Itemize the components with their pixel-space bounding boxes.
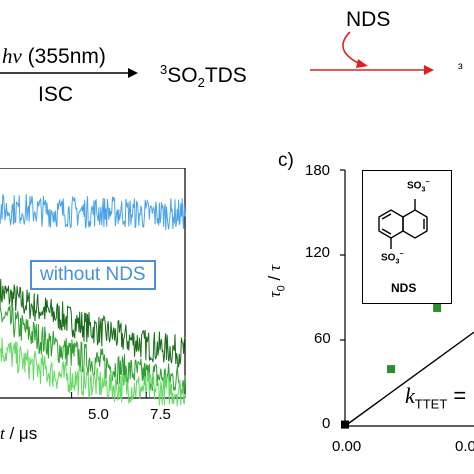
y-axis-label: τ0 / τ: [265, 264, 288, 298]
stern-volmer-plot: [340, 169, 474, 429]
bottom-sulfonate-label: SO3−: [381, 251, 404, 266]
x-axis-label: t / μs: [0, 424, 38, 443]
data-point-1: [387, 365, 396, 374]
nds-structure-inset: SO3− SO3− NDS: [362, 170, 452, 304]
decay-trace-1: [0, 278, 186, 368]
nds-compound-label: NDS: [391, 281, 417, 295]
wavelength-label: (355nm): [21, 45, 106, 68]
y-tick-0: 0: [322, 415, 331, 432]
truncated-product-label: ³: [458, 60, 463, 76]
h-nu-symbol: hν: [2, 44, 22, 68]
x-tick-0: 0.00: [332, 438, 362, 455]
data-point-0: [341, 420, 349, 429]
naphthalene-structure: [378, 199, 428, 249]
excitation-arrow: [0, 68, 138, 78]
triplet-product-label: 3SO2TDS: [160, 62, 247, 91]
panel-c-label: c): [278, 150, 294, 171]
fit-line: [344, 331, 474, 427]
legend-without-nds: without NDS: [30, 260, 156, 290]
x-tick-truncated: 0.0: [455, 438, 474, 455]
x-tick-7-5: 7.5: [150, 406, 171, 423]
x-tick-5: 5.0: [88, 406, 109, 423]
decay-trace-3: [0, 337, 186, 407]
isc-label: ISC: [38, 83, 74, 106]
data-point-2: [433, 303, 442, 312]
y-tick-60: 60: [314, 330, 331, 347]
y-tick-180: 180: [305, 162, 331, 179]
rate-constant-annotation: kTTET =: [405, 383, 467, 412]
decay-trace-2: [0, 305, 186, 394]
excitation-label: hν (355nm): [2, 44, 106, 69]
decay-trace-0: [0, 194, 186, 231]
top-sulfonate-label: SO3−: [407, 179, 430, 194]
quench-arrow: [310, 31, 434, 75]
y-tick-120: 120: [305, 244, 331, 261]
quencher-label: NDS: [346, 8, 391, 31]
decay-trace-plot: [0, 168, 186, 407]
